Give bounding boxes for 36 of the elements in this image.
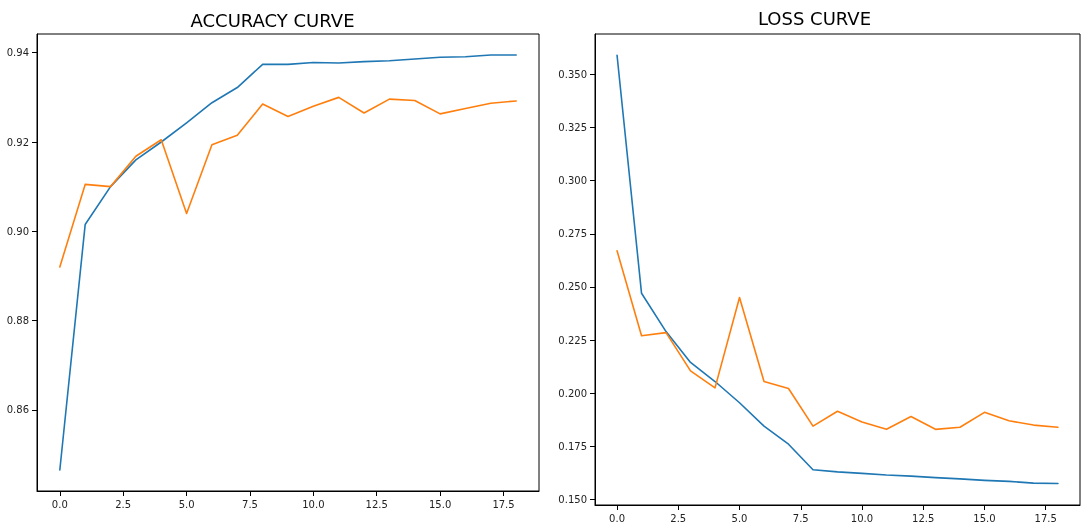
chart-title: LOSS CURVE [757, 7, 872, 29]
y-tick-label: 0.175 [558, 440, 587, 452]
x-tick-label: 0.0 [51, 498, 68, 510]
chart-title: ACCURACY CURVE [190, 9, 355, 31]
y-tick-label: 0.300 [558, 175, 587, 187]
x-tick-label: 15.0 [428, 498, 452, 510]
y-tick-label: 0.275 [558, 228, 587, 240]
x-tick-label: 10.0 [850, 512, 874, 524]
x-tick-label: 2.5 [115, 498, 132, 510]
y-tick-label: 0.200 [558, 387, 587, 399]
x-tick-label: 7.5 [792, 512, 809, 524]
x-tick-label: 5.0 [178, 498, 195, 510]
y-tick-label: 0.350 [558, 68, 587, 80]
x-tick-label: 5.0 [731, 512, 748, 524]
x-tick-label: 2.5 [670, 512, 687, 524]
x-tick-label: 12.5 [912, 512, 935, 524]
x-tick-label: 7.5 [242, 498, 258, 510]
x-tick-label: 0.0 [609, 512, 625, 524]
y-tick-label: 0.92 [6, 136, 29, 148]
x-tick-label: 15.0 [973, 512, 996, 524]
line-series [59, 96, 517, 268]
y-tick-label: 0.94 [6, 47, 29, 59]
y-tick-label: 0.86 [6, 404, 29, 416]
y-tick-label: 0.325 [558, 122, 587, 134]
y-tick-label: 0.150 [558, 493, 587, 505]
line-series [59, 54, 517, 471]
x-tick-label: 17.5 [1034, 512, 1057, 524]
y-tick-label: 0.250 [558, 281, 587, 293]
x-tick-label: 17.5 [492, 498, 515, 510]
line-series [616, 54, 1059, 485]
y-tick-label: 0.225 [558, 334, 587, 346]
x-tick-label: 10.0 [302, 498, 325, 510]
line-series [616, 250, 1059, 431]
x-tick-label: 12.5 [365, 498, 388, 510]
y-tick-label: 0.88 [6, 315, 29, 327]
y-tick-label: 0.90 [6, 225, 29, 237]
